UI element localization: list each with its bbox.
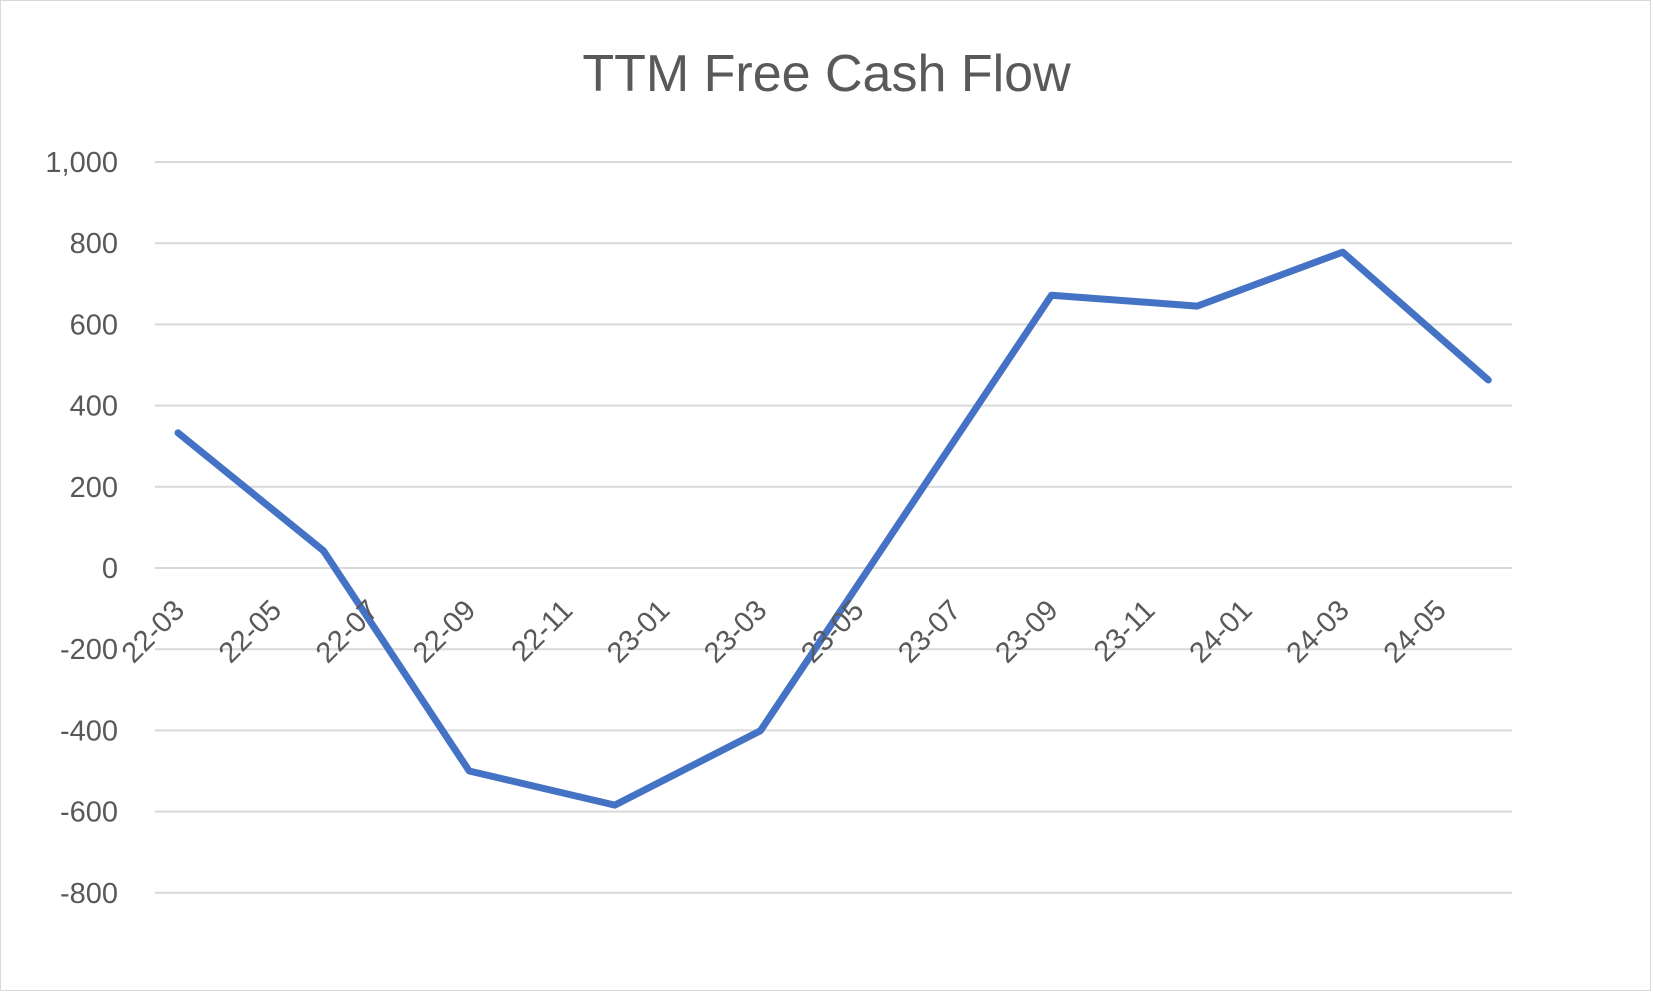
- y-tick-label: -600: [60, 797, 118, 829]
- x-tick-label: 23-03: [698, 594, 773, 669]
- x-tick-label: 23-07: [892, 594, 967, 669]
- x-tick-label: 23-05: [795, 594, 870, 669]
- y-tick-label: -200: [60, 634, 118, 666]
- x-tick-label: 22-09: [407, 594, 482, 669]
- y-tick-label: -800: [60, 878, 118, 910]
- x-tick-label: 23-01: [601, 594, 676, 669]
- x-tick-label: 24-05: [1378, 594, 1453, 669]
- y-tick-label: 200: [70, 472, 118, 504]
- y-tick-label: 800: [70, 228, 118, 260]
- y-tick-label: 400: [70, 391, 118, 423]
- x-tick-label: 22-05: [213, 594, 288, 669]
- x-tick-label: 23-11: [1088, 594, 1162, 668]
- x-tick-label: 22-11: [506, 594, 580, 668]
- y-tick-label: -400: [60, 715, 118, 747]
- y-tick-label: 0: [102, 553, 118, 585]
- x-tick-label: 24-01: [1184, 594, 1259, 669]
- y-tick-label: 600: [70, 309, 118, 341]
- x-tick-label: 23-09: [989, 594, 1064, 669]
- data-line: [174, 248, 1492, 809]
- x-tick-label: 22-03: [116, 594, 191, 669]
- chart-title: TTM Free Cash Flow: [582, 45, 1071, 103]
- y-tick-label: 1,000: [45, 147, 118, 179]
- x-tick-label: 24-03: [1281, 594, 1356, 669]
